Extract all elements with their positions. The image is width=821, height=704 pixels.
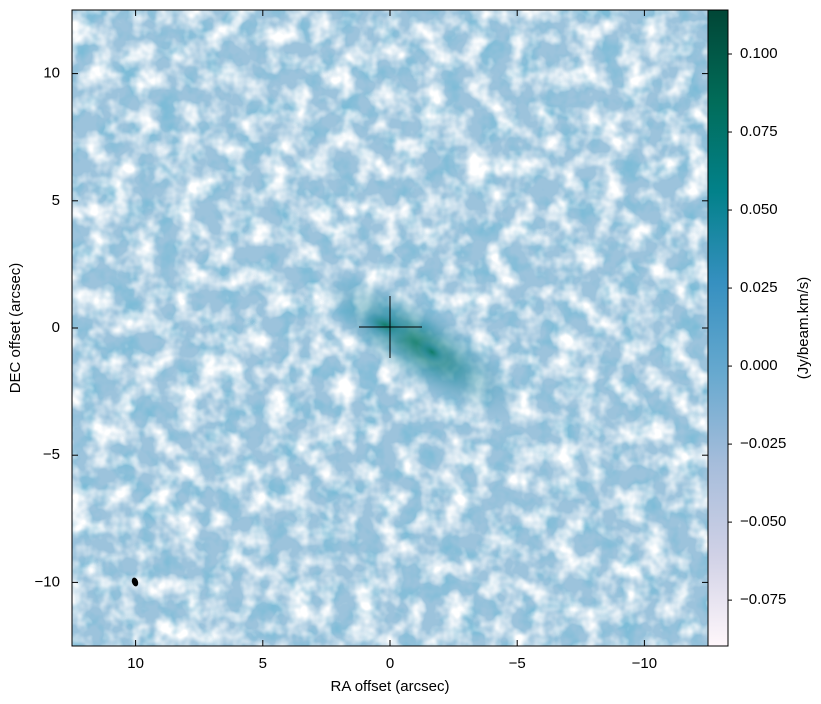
colorbar-tick-label: −0.050 xyxy=(740,513,786,530)
colorbar-tick-label: −0.075 xyxy=(740,591,786,608)
image xyxy=(72,10,708,646)
x-axis-label: RA offset (arcsec) xyxy=(331,678,450,695)
x-tick-label: −10 xyxy=(632,655,657,672)
colorbar-tick-label: 0.075 xyxy=(740,123,778,140)
colorbar-label: (Jy/beam.km/s) xyxy=(795,277,812,380)
beam xyxy=(131,577,139,587)
emission-knot xyxy=(416,338,448,366)
y-tick-label: 10 xyxy=(43,65,60,82)
y-tick-label: 0 xyxy=(52,319,60,336)
colorbar-tick-label: 0.025 xyxy=(740,279,778,296)
colorbar xyxy=(708,10,728,646)
colorbar-tick-label: 0.000 xyxy=(740,357,778,374)
x-tick-label: 0 xyxy=(386,655,394,672)
x-tick-label: 10 xyxy=(127,655,144,672)
y-axis-label: DEC offset (arcsec) xyxy=(7,263,24,394)
x-tick-label: −5 xyxy=(509,655,526,672)
colorbar-tick-label: 0.050 xyxy=(740,201,778,218)
colorbar-tick-label: −0.025 xyxy=(740,435,786,452)
x-tick-label: 5 xyxy=(259,655,267,672)
emission-core xyxy=(358,308,412,342)
y-tick-label: −5 xyxy=(43,446,60,463)
colorbar-tick-label: 0.100 xyxy=(740,45,778,62)
y-tick-label: 5 xyxy=(52,192,60,209)
y-tick-label: −10 xyxy=(35,573,60,590)
